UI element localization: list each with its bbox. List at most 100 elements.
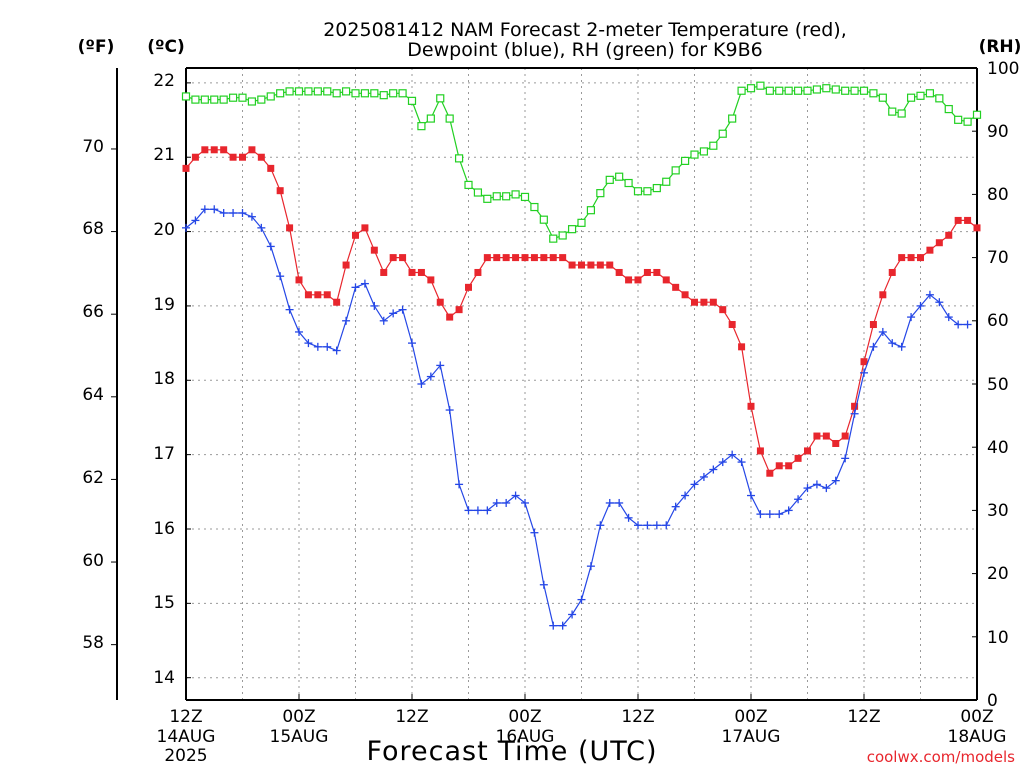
rh-point [954,115,963,124]
rh-point [850,86,859,95]
dewpoint-point [916,301,925,310]
rh-point [558,231,567,240]
dewpoint-point [502,498,511,507]
dewpoint-point [426,372,435,381]
rh-point [276,89,285,98]
temperature-point [295,276,303,284]
x-tick-date: 18AUG [948,727,1007,747]
rh-point [746,84,756,93]
dewpoint-point [812,480,821,489]
temperature-point [549,254,557,262]
temperature-point [634,276,642,284]
temperature-point [662,276,670,284]
gridlines [111,67,978,701]
temperature-point [719,306,727,314]
rh-point [539,215,548,224]
dewpoint-point [794,495,803,504]
dewpoint-point [360,279,369,288]
dewpoint-point [615,498,624,507]
temperature-point [672,283,680,291]
rh-point [417,122,426,131]
rh-tick-label: 40 [987,438,1009,458]
dewpoint-point [285,305,294,314]
temperature-point [427,276,435,284]
dewpoint-point [577,595,586,604]
rh-point [831,85,840,94]
dewpoint-point [897,342,906,351]
rh-point [483,194,492,203]
rh-point [615,172,624,181]
dewpoint-point [944,313,953,322]
dewpoint-series-line [185,208,968,627]
dewpoint-point [860,368,868,377]
dewpoint-point [539,580,548,589]
dewpoint-point [831,476,840,485]
rh-point [445,114,454,123]
temperature-point [483,254,491,262]
rh-point [577,218,586,227]
temperature-point [210,146,218,154]
dewpoint-point [229,208,238,217]
temperature-point [361,224,369,232]
rh-point [756,81,765,90]
temperature-point [898,254,906,262]
temperature-point [869,321,877,329]
dewpoint-point [907,313,916,322]
dewpoint-point [511,491,520,500]
rh-series-line [185,85,978,240]
dewpoint-point [313,342,322,351]
dewpoint-point [417,380,426,388]
temperature-point [417,268,425,276]
dewpoint-point [925,290,934,299]
x-axis-title: Forecast Time (UTC) [366,736,657,767]
temperature-point [578,261,585,269]
rh-point [906,93,916,102]
rh-point [633,187,643,196]
dewpoint-point [295,327,303,336]
rh-point [228,93,238,102]
dewpoint-point [596,521,605,530]
temperature-point [794,454,802,462]
dewpoint-point [473,506,482,515]
temperature-point [380,268,388,276]
rh-point [972,110,982,119]
rh-point [624,178,633,188]
dewpoint-point [455,480,464,489]
temperature-point [323,291,331,299]
x-tick-date: 17AUG [722,727,781,747]
temperature-point [342,261,350,269]
rh-point [492,192,501,201]
rh-point [238,93,247,102]
dewpoint-point [747,491,755,500]
temperature-point [917,254,924,262]
temperature-point [860,358,868,366]
dewpoint-point [841,454,850,463]
rh-point [473,188,483,197]
dewpoint-point [718,458,727,467]
rh-point [643,187,652,196]
temperature-point [455,306,463,314]
temperature-point [935,239,943,247]
rh-point [897,109,906,118]
rh-point [379,91,388,100]
temperature-point [436,298,444,306]
rh-tick-label: 60 [987,311,1009,331]
dewpoint-point [210,205,219,214]
temperature-point [926,246,934,254]
rh-point [803,86,812,95]
x-tick-label: 12Z [395,707,428,727]
temperature-point [700,298,708,306]
x-tick-date: 14AUG [157,727,216,747]
rh-point [285,87,294,96]
temperature-point [879,291,887,299]
dewpoint-point [765,510,774,519]
rh-point [426,114,435,123]
temperature-point [474,268,482,276]
dewpoint-point [728,450,737,459]
temperature-point [370,246,378,254]
time-tick-labels: 12Z 14AUG 2025 00Z 15AUG 12Z 00Z 16AUG 1… [157,707,1007,766]
dewpoint-point [521,498,529,507]
temperature-point [615,268,623,276]
rh-point [257,95,266,104]
rh-tick-labels: 100 90 80 70 60 50 40 30 20 10 0 [987,59,1019,711]
